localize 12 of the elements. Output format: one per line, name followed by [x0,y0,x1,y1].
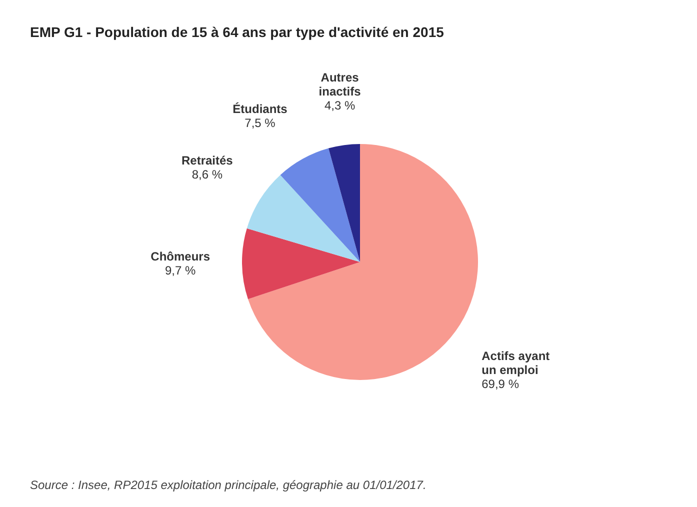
data-label: 4,3 % [324,98,356,113]
chart-title: EMP G1 - Population de 15 à 64 ans par type d'activité en 2015 [30,24,444,40]
slice-label: Étudiants [232,102,288,116]
data-label: 7,5 % [244,116,276,130]
slice-label: Actifs ayant un emploi [482,349,550,378]
data-label: 69,9 % [482,377,520,392]
slice-label: Retraités [181,154,234,168]
slice-label: Autres inactifs [318,70,362,99]
data-label: 9,7 % [165,264,196,278]
data-label: 8,6 % [192,168,223,182]
source-note: Source : Insee, RP2015 exploitation principale, géographie au 01/01/2017. [30,478,426,492]
slice-label: Chômeurs [150,250,210,264]
